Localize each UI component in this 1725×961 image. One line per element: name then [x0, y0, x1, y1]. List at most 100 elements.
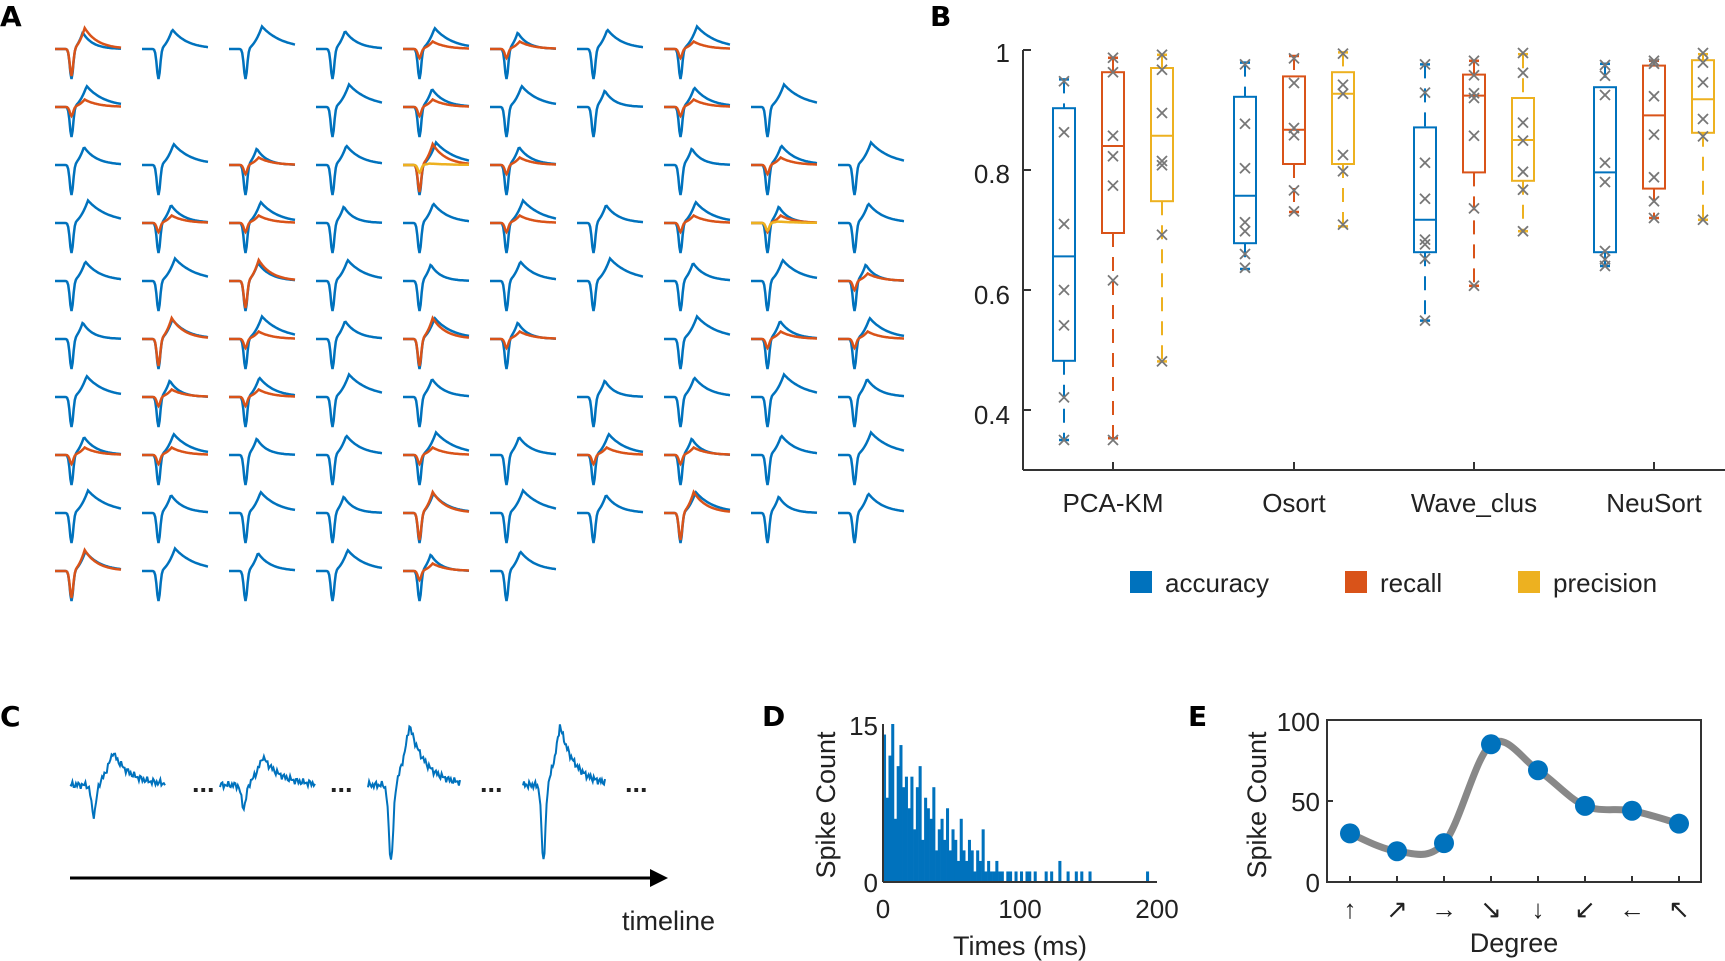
- histogram-bar: [888, 755, 892, 882]
- data-point-marker: [1648, 58, 1660, 70]
- histogram-bar: [956, 860, 961, 882]
- histogram-bar: [929, 818, 933, 882]
- histogram-bar: [907, 808, 911, 882]
- waveform-trace-overlay: [229, 329, 295, 351]
- waveform-cell: [403, 553, 470, 602]
- waveform-cell: [751, 320, 818, 370]
- waveform-trace: [490, 321, 557, 370]
- data-point-marker: [1517, 225, 1529, 237]
- waveform-trace-overlay: [229, 213, 295, 235]
- histogram-bar: [902, 787, 906, 882]
- waveform-cell: [490, 550, 557, 602]
- data-point-marker: [1156, 229, 1168, 241]
- data-point-marker: [1648, 171, 1660, 183]
- panel-label-b: B: [930, 0, 951, 33]
- data-point-marker: [1288, 205, 1300, 218]
- waveform-trace-overlay: [229, 155, 295, 177]
- data-point-marker: [1648, 90, 1660, 102]
- waveform-trace: [55, 260, 122, 312]
- histogram-bar: [921, 839, 925, 882]
- data-point-marker: [1058, 126, 1070, 138]
- box-precision: [1511, 47, 1535, 237]
- waveform-trace: [577, 28, 644, 80]
- waveform-cell: [490, 31, 557, 80]
- box-recall: [1642, 55, 1666, 224]
- waveform-trace: [751, 320, 818, 370]
- waveform-trace: [55, 84, 122, 138]
- ellipsis: ...: [330, 768, 353, 798]
- waveform-cell: [142, 494, 209, 544]
- waveform-trace: [142, 379, 209, 428]
- waveform-cell: [55, 321, 122, 370]
- waveform-trace: [490, 436, 557, 486]
- waveform-trace: [577, 204, 644, 254]
- data-point-marker: [1468, 280, 1480, 292]
- waveform-trace: [55, 374, 122, 428]
- histogram-bar: [978, 860, 982, 882]
- data-point-marker: [1599, 176, 1611, 188]
- waveform-cell: [316, 82, 383, 138]
- direction-arrow-icon: ↘: [1480, 894, 1502, 924]
- waveform-cell: [838, 492, 905, 544]
- direction-arrow-icon: ←: [1619, 894, 1645, 924]
- waveform-cell: [142, 379, 209, 428]
- waveform-cell: [751, 372, 818, 428]
- waveform-trace: [577, 89, 644, 138]
- histogram-bar: [987, 860, 991, 882]
- y-tick-label: 15: [849, 711, 878, 741]
- waveform-cell: [229, 552, 296, 602]
- data-point-marker: [1599, 70, 1611, 82]
- data-point-marker: [1419, 193, 1431, 205]
- box: [1282, 75, 1306, 165]
- waveform-trace: [316, 144, 383, 196]
- panel-label-e: E: [1188, 700, 1207, 733]
- waveform-cell: [403, 263, 470, 312]
- data-point: [1481, 734, 1501, 755]
- waveform-cell: [838, 263, 905, 312]
- waveform-cell: [55, 488, 122, 544]
- data-point-marker: [1697, 56, 1709, 69]
- legend-label-recall: recall: [1380, 568, 1442, 598]
- waveform-cell: [316, 495, 383, 544]
- histogram-bar: [932, 787, 936, 882]
- waveform-trace: [316, 30, 383, 80]
- y-tick-label: 0.4: [974, 400, 1010, 430]
- waveform-cell: [490, 198, 557, 254]
- waveform-trace: [316, 372, 383, 428]
- y-axis-label: Spike Count: [811, 731, 841, 879]
- waveform-cell: [664, 437, 731, 486]
- waveform-trace-overlay: [751, 220, 817, 233]
- waveform-trace: [142, 432, 209, 486]
- data-point-marker: [1599, 260, 1611, 272]
- box: [1331, 71, 1355, 165]
- histogram-bar: [1033, 871, 1037, 882]
- waveform-cell: [142, 315, 209, 370]
- waveform-trace: [229, 490, 296, 544]
- waveform-trace: [838, 492, 905, 544]
- waveform-trace: [55, 488, 122, 544]
- data-point-marker: [1337, 165, 1349, 177]
- waveform-trace-overlay: [403, 561, 469, 583]
- box-recall: [1462, 55, 1486, 292]
- waveform-trace-overlay: [142, 387, 208, 409]
- data-point: [1434, 833, 1454, 854]
- waveform-trace: [142, 494, 209, 544]
- data-point-marker: [1058, 75, 1070, 87]
- data-point-marker: [1107, 66, 1119, 78]
- waveform-trace: [838, 316, 905, 370]
- histogram-bar: [998, 871, 1002, 882]
- waveform-cell: [403, 378, 470, 428]
- waveform-trace: [142, 142, 209, 196]
- histogram-bar: [885, 797, 889, 882]
- waveform-trace: [55, 550, 122, 602]
- data-point-marker: [1468, 69, 1480, 81]
- waveform-cell: [577, 256, 644, 312]
- waveform-cell: [316, 434, 383, 486]
- data-point-marker: [1156, 155, 1168, 167]
- histogram-bar: [973, 871, 977, 882]
- waveform-trace: [316, 258, 383, 312]
- waveform-trace: [490, 260, 557, 312]
- timeline-label: timeline: [622, 906, 715, 936]
- waveform-trace: [403, 263, 470, 312]
- waveform-trace: [316, 548, 383, 602]
